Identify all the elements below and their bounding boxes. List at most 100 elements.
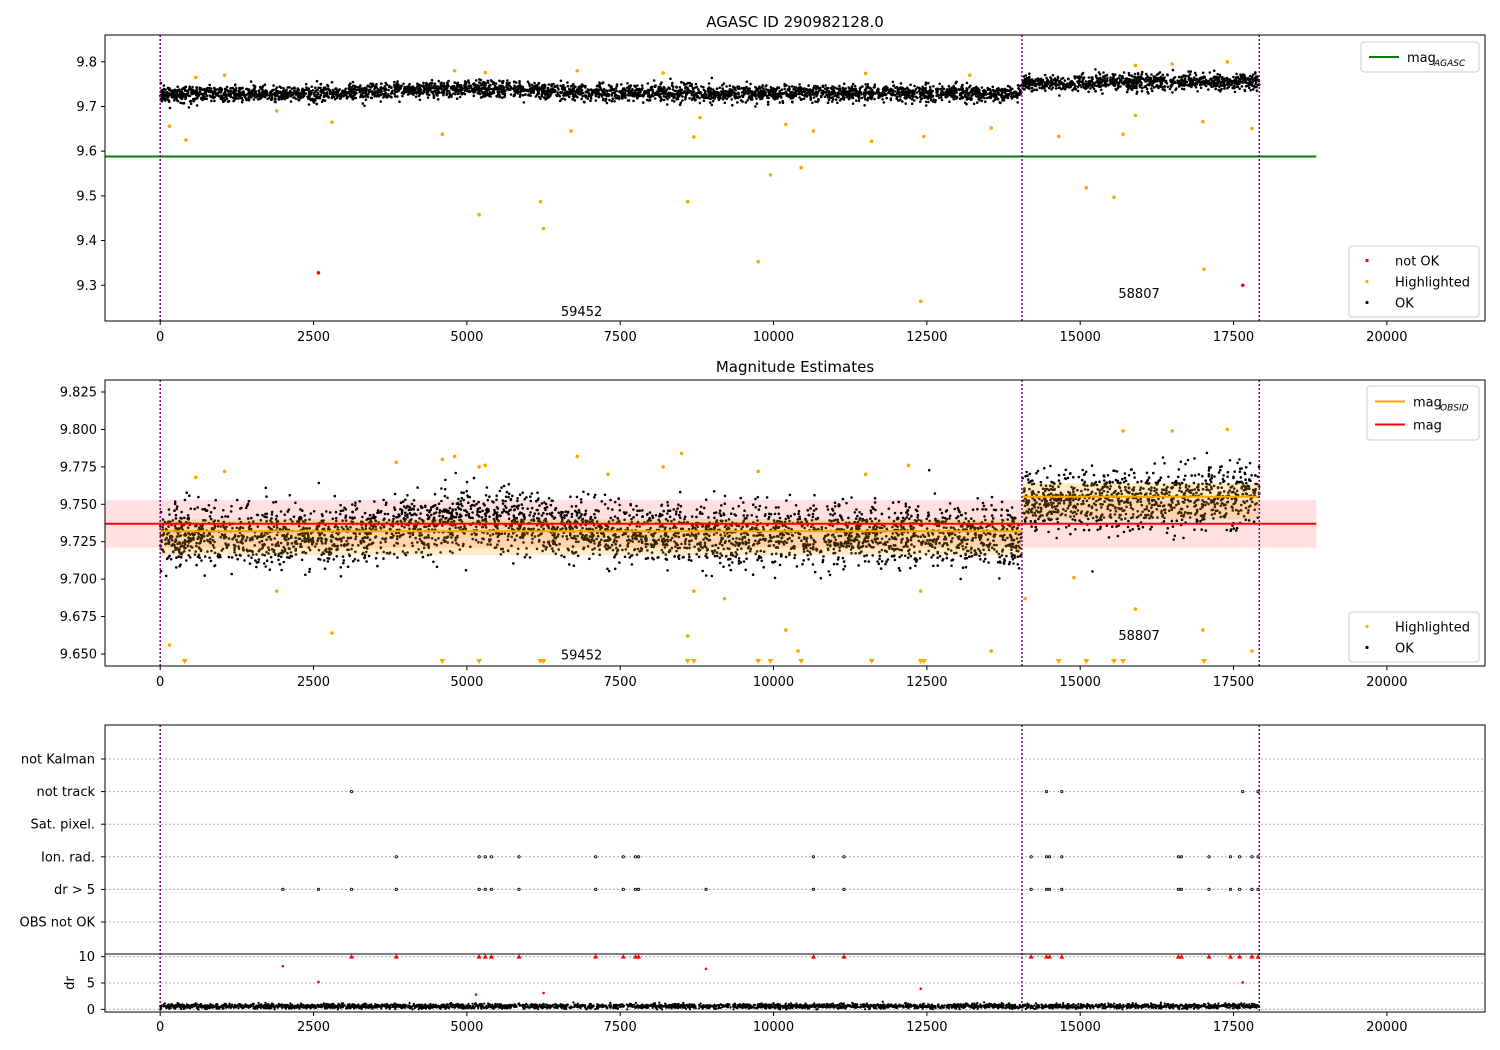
ok-point <box>662 95 666 98</box>
ok-point <box>1153 75 1157 78</box>
ok-point <box>1232 75 1235 79</box>
ok-point <box>1002 98 1006 102</box>
ok-point <box>584 90 588 93</box>
ok-point <box>917 86 921 90</box>
ok-point <box>522 101 526 104</box>
highlighted-point <box>799 165 803 170</box>
ok-point <box>1187 74 1190 78</box>
ok-point <box>188 556 192 559</box>
ok-point <box>567 95 571 99</box>
ok-point <box>932 85 935 88</box>
ok-point <box>721 84 724 87</box>
ok-point <box>651 90 655 94</box>
ok-point <box>363 104 366 108</box>
ok-point <box>633 93 637 97</box>
ok-point <box>1031 89 1034 93</box>
ok-point <box>671 99 674 102</box>
ok-point <box>906 91 910 94</box>
highlighted-point <box>575 68 580 73</box>
ok-point <box>986 92 990 96</box>
ok-point <box>736 101 739 104</box>
ok-point <box>664 89 667 93</box>
ok-point <box>703 89 707 93</box>
ok-point <box>1056 75 1060 79</box>
ok-point <box>860 96 864 100</box>
ok-point <box>640 84 644 87</box>
ok-point <box>723 101 727 105</box>
ok-point <box>915 91 919 94</box>
ok-point <box>1180 82 1184 86</box>
ok-point <box>864 98 867 101</box>
ok-point <box>671 88 675 91</box>
ok-point <box>692 97 696 101</box>
ok-point <box>547 89 551 92</box>
ok-point <box>778 101 782 104</box>
ok-point <box>688 97 691 100</box>
ok-point <box>1128 83 1131 87</box>
ok-point <box>1163 76 1166 79</box>
ok-point <box>500 80 504 83</box>
ok-point <box>278 85 282 88</box>
ok-point <box>565 90 569 94</box>
ok-point <box>386 95 390 98</box>
ok-point <box>249 80 253 83</box>
ok-point <box>627 99 631 102</box>
ok-point <box>369 82 372 86</box>
ok-point <box>921 91 925 94</box>
ok-point <box>553 85 557 89</box>
ok-point <box>581 95 584 98</box>
ok-point <box>609 89 612 92</box>
ok-point <box>698 101 702 105</box>
ok-point <box>302 93 306 96</box>
ok-point <box>393 80 396 84</box>
ok-point <box>418 83 421 87</box>
ok-point <box>899 82 903 85</box>
ok-point <box>853 84 857 88</box>
ok-point <box>635 504 638 508</box>
ok-point <box>996 98 1000 101</box>
ok-point <box>910 102 914 105</box>
ok-point <box>797 510 801 513</box>
ok-point <box>393 85 396 88</box>
ok-point <box>1133 75 1137 79</box>
ok-point <box>312 91 316 95</box>
legend-label-subscript: AGASC <box>1433 59 1466 69</box>
ok-point <box>864 83 867 86</box>
ok-point <box>1051 73 1055 77</box>
ok-point <box>821 85 825 89</box>
ok-point <box>263 92 267 95</box>
ok-point <box>878 95 881 99</box>
ok-point <box>682 81 685 85</box>
ok-point <box>615 94 618 97</box>
ok-point <box>1066 77 1070 81</box>
ok-point <box>721 98 725 101</box>
ok-point <box>795 86 798 89</box>
highlighted-point <box>968 73 972 78</box>
ok-point <box>1202 81 1206 85</box>
ok-point <box>489 95 492 98</box>
ok-point <box>334 90 338 94</box>
ok-point <box>209 87 212 90</box>
ok-point <box>861 85 864 88</box>
ok-point <box>578 85 581 88</box>
ok-point <box>898 99 901 102</box>
ok-point <box>909 83 912 87</box>
ok-point <box>659 87 662 90</box>
ok-point <box>395 90 399 93</box>
ok-point <box>991 85 995 89</box>
ok-point <box>615 89 618 93</box>
ok-point <box>496 86 500 90</box>
ok-point <box>321 91 325 94</box>
ok-point <box>215 94 218 97</box>
ok-point <box>645 98 649 102</box>
ok-point <box>1210 77 1213 81</box>
ok-point <box>1085 84 1089 88</box>
ok-point <box>710 76 714 80</box>
ok-point <box>913 84 916 88</box>
ok-point <box>429 86 433 90</box>
ok-point <box>290 87 294 90</box>
ok-point <box>895 85 899 89</box>
ok-point <box>1054 79 1058 82</box>
ok-point <box>1073 77 1077 80</box>
ok-point <box>1209 84 1213 87</box>
